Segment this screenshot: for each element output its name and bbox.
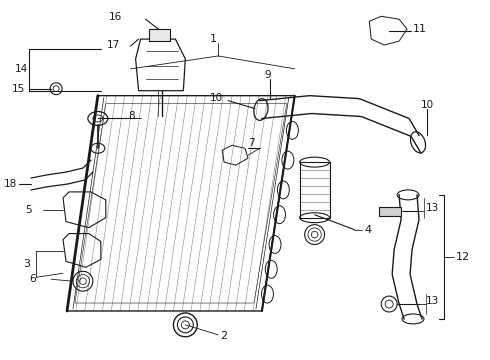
Text: 8: 8 bbox=[129, 111, 135, 121]
Text: 4: 4 bbox=[365, 225, 371, 235]
Bar bbox=[148, 29, 171, 41]
Text: 1: 1 bbox=[210, 34, 217, 44]
Text: 13: 13 bbox=[426, 296, 439, 306]
Text: 3: 3 bbox=[23, 259, 30, 269]
Text: 11: 11 bbox=[413, 24, 427, 34]
Text: 14: 14 bbox=[15, 64, 28, 74]
Text: 7: 7 bbox=[248, 138, 255, 148]
Text: 15: 15 bbox=[11, 84, 24, 94]
Text: 10: 10 bbox=[421, 100, 434, 109]
Text: 18: 18 bbox=[3, 179, 17, 189]
Text: 2: 2 bbox=[220, 331, 227, 341]
Text: 5: 5 bbox=[25, 205, 32, 215]
Text: 13: 13 bbox=[426, 203, 439, 213]
Text: 6: 6 bbox=[29, 274, 36, 284]
Text: 17: 17 bbox=[107, 40, 120, 50]
Text: 12: 12 bbox=[456, 252, 470, 262]
Bar bbox=[379, 207, 401, 216]
Text: 16: 16 bbox=[109, 12, 122, 22]
Text: 10: 10 bbox=[210, 93, 223, 103]
Text: 9: 9 bbox=[264, 70, 270, 80]
Bar bbox=[300, 162, 329, 218]
